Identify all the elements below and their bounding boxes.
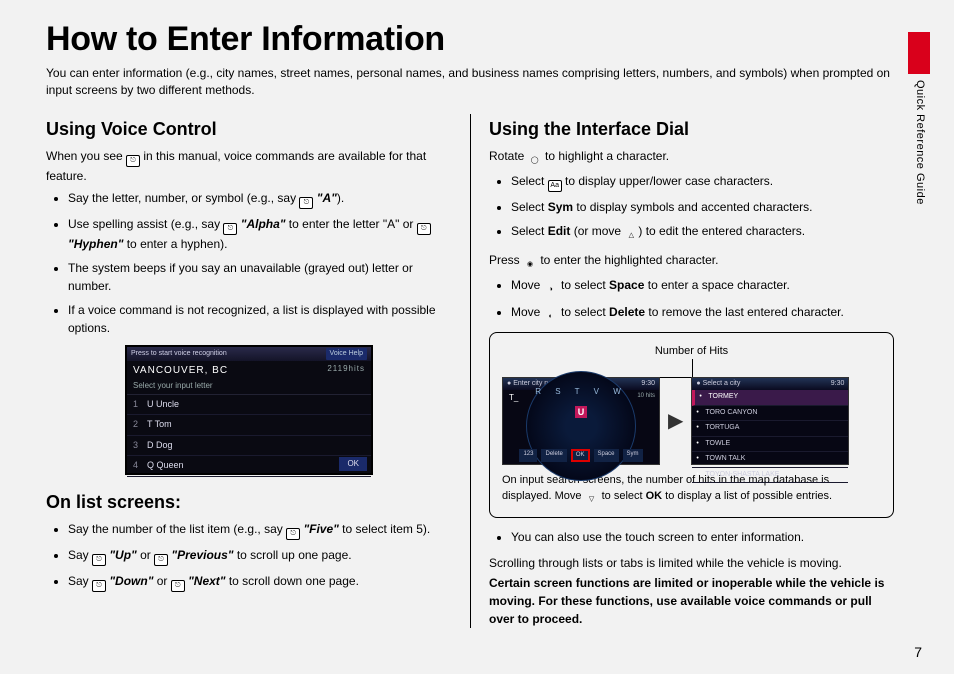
city-row: •TORO CANYON xyxy=(692,406,848,422)
list-bullet: Say ⎋ "Up" or ⎋ "Previous" to scroll up … xyxy=(68,546,452,566)
side-label: Quick Reference Guide xyxy=(914,80,926,205)
hits-pointer xyxy=(692,359,693,377)
talk-icon: ⎋ xyxy=(126,155,140,167)
talk-icon: ⎋ xyxy=(92,580,106,592)
voice-lead: When you see ⎋ in this manual, voice com… xyxy=(46,147,452,185)
list-bullet: Say ⎋ "Down" or ⎋ "Next" to scroll down … xyxy=(68,572,452,592)
talk-icon: ⎋ xyxy=(154,554,168,566)
talk-icon: ⎋ xyxy=(299,197,313,209)
voice-bullet: The system beeps if you say an unavailab… xyxy=(68,259,452,295)
list-bullet: Say the number of the list item (e.g., s… xyxy=(68,520,452,540)
shot1-bottom: 123 Delete OK Space Sym xyxy=(503,447,659,464)
right-column: Using the Interface Dial Rotate ◯ to hig… xyxy=(470,114,894,628)
talk-icon: ⎋ xyxy=(223,223,237,235)
rotate-dial-icon: ◯ xyxy=(528,156,542,168)
talk-icon: ⎋ xyxy=(92,554,106,566)
voice-bullet: Use spelling assist (e.g., say ⎋ "Alpha"… xyxy=(68,215,452,253)
dial-heading: Using the Interface Dial xyxy=(489,116,894,143)
intro-text: You can enter information (e.g., city na… xyxy=(46,65,910,100)
vs-row: 1U Uncle xyxy=(127,395,371,416)
touch-bullet-list: You can also use the touch screen to ent… xyxy=(489,528,894,546)
vs-voice-help: Voice Help xyxy=(326,348,367,361)
talk-icon: ⎋ xyxy=(417,223,431,235)
page-number: 7 xyxy=(914,644,922,660)
vs-title: VANCOUVER, BC xyxy=(133,363,228,378)
arrow-icon: ▶ xyxy=(668,406,683,436)
shot2-time: 9:30 xyxy=(831,379,845,389)
hits-label: Number of Hits xyxy=(502,343,881,360)
dial-bullet: Select Edit (or move △) to edit the ente… xyxy=(511,222,894,243)
section-tab xyxy=(908,32,930,74)
vs-ok: OK xyxy=(339,457,367,471)
dial-press-icon: ◉ xyxy=(523,260,537,272)
city-row: •TOWLE xyxy=(692,437,848,453)
dial-left-icon: ◐ xyxy=(544,312,558,324)
voice-heading: Using Voice Control xyxy=(46,116,452,143)
letter-wheel: R S T V W U xyxy=(526,371,636,481)
dial-bullets-1: Select Aa to display upper/lower case ch… xyxy=(489,172,894,243)
city-row: •TORMEY xyxy=(692,390,848,406)
talk-icon: ⎋ xyxy=(286,528,300,540)
vs-row: 4Q Queen xyxy=(127,456,371,477)
dial-right-icon: ◑ xyxy=(544,285,558,297)
shot1-input: T_ xyxy=(509,392,518,404)
vs-sub: Select your input letter xyxy=(127,380,371,395)
dial-rotate: Rotate ◯ to highlight a character. xyxy=(489,147,894,168)
dial-bullet: Move ◐ to select Delete to remove the la… xyxy=(511,303,894,324)
shot2-header-left: ● Select a city xyxy=(696,379,740,389)
dial-bullet: Move ◑ to select Space to enter a space … xyxy=(511,276,894,297)
voice-screenshot: Press to start voice recognition Voice H… xyxy=(125,345,373,475)
warning-note: Certain screen functions are limited or … xyxy=(489,574,894,628)
city-row: •TORTUGA xyxy=(692,421,848,437)
dial-shot-1: ● Enter city name 9:30 T_ 10 hits R S T … xyxy=(502,377,660,465)
voice-bullet: Say the letter, number, or symbol (e.g.,… xyxy=(68,189,452,209)
city-row: •TOYON-SHASTA LAKE xyxy=(692,468,848,484)
talk-icon: ⎋ xyxy=(171,580,185,592)
voice-bullets: Say the letter, number, or symbol (e.g.,… xyxy=(46,189,452,337)
dial-up-icon: △ xyxy=(624,231,638,243)
dial-bullet: Select Sym to display symbols and accent… xyxy=(511,198,894,216)
city-row: •TOWN TALK xyxy=(692,452,848,468)
dial-bullets-2: Move ◑ to select Space to enter a space … xyxy=(489,276,894,324)
dial-shot-2: ● Select a city 9:30 •TORMEY •TORO CANYO… xyxy=(691,377,849,465)
shot1-time: 9:30 xyxy=(641,379,655,389)
vs-row: 3D Dog xyxy=(127,436,371,457)
wheel-letters: R S T V W xyxy=(527,386,635,398)
vs-hits: 2119hits xyxy=(327,363,365,378)
ok-highlight: OK xyxy=(571,449,590,462)
dial-press: Press ◉ to enter the highlighted charact… xyxy=(489,251,894,272)
dial-screenshot-box: Number of Hits ● Enter city name 9:30 T_… xyxy=(489,332,894,518)
list-heading: On list screens: xyxy=(46,489,452,516)
scroll-note: Scrolling through lists or tabs is limit… xyxy=(489,554,894,572)
left-column: Using Voice Control When you see ⎋ in th… xyxy=(46,114,470,628)
dial-down-icon: ▽ xyxy=(585,495,599,507)
vs-top-left: Press to start voice recognition xyxy=(131,349,227,360)
list-bullets: Say the number of the list item (e.g., s… xyxy=(46,520,452,592)
shot1-hits: 10 hits xyxy=(637,392,655,401)
touch-bullet: You can also use the touch screen to ent… xyxy=(511,528,894,546)
dial-bullet: Select Aa to display upper/lower case ch… xyxy=(511,172,894,192)
vs-row: 2T Tom xyxy=(127,415,371,436)
voice-bullet: If a voice command is not recognized, a … xyxy=(68,301,452,337)
page-content: How to Enter Information You can enter i… xyxy=(46,20,910,628)
page-title: How to Enter Information xyxy=(46,20,910,59)
case-icon: Aa xyxy=(548,180,562,192)
wheel-selected: U xyxy=(575,406,587,418)
